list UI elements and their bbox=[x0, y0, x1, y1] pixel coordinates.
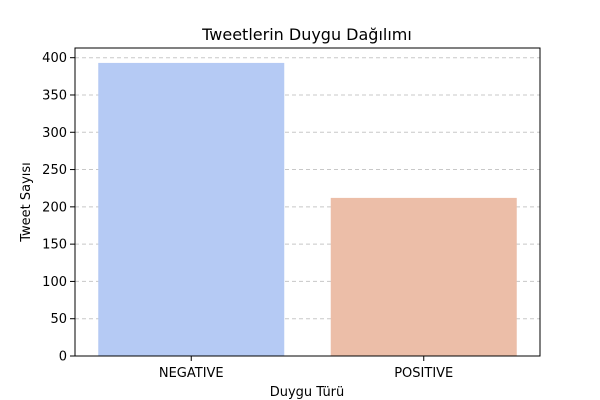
y-axis-ticks: 0 50 100 150 200 250 300 350 400 bbox=[42, 51, 75, 365]
bars bbox=[98, 62, 517, 356]
y-tick-label: 150 bbox=[42, 238, 67, 253]
bar-negative bbox=[98, 62, 285, 356]
y-tick-label: 50 bbox=[50, 312, 67, 327]
y-tick-label: 300 bbox=[42, 126, 67, 141]
y-tick-label: 200 bbox=[42, 200, 67, 215]
x-tick-label: NEGATIVE bbox=[159, 366, 224, 381]
y-tick-label: 0 bbox=[59, 350, 67, 365]
x-axis-ticks: NEGATIVE POSITIVE bbox=[159, 356, 453, 381]
y-tick-label: 400 bbox=[42, 51, 67, 66]
y-axis-label: Tweet Sayısı bbox=[19, 162, 34, 243]
y-tick-label: 100 bbox=[42, 275, 67, 290]
y-tick-label: 250 bbox=[42, 163, 67, 178]
x-axis-label: Duygu Türü bbox=[270, 385, 345, 400]
plot-frame bbox=[74, 47, 541, 357]
y-tick-label: 350 bbox=[42, 88, 67, 103]
chart-title: Tweetlerin Duygu Dağılımı bbox=[201, 25, 412, 44]
x-tick-label: POSITIVE bbox=[394, 366, 453, 381]
bar-positive bbox=[330, 197, 517, 356]
